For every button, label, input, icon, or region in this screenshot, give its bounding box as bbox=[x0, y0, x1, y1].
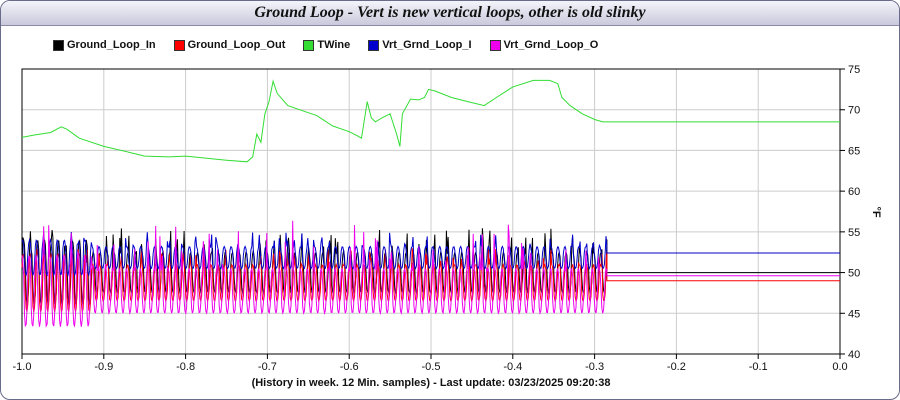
x-tick-label: -0.5 bbox=[422, 361, 441, 373]
y-tick-label: 55 bbox=[848, 227, 860, 239]
chart-title: Ground Loop - Vert is new vertical loops… bbox=[254, 4, 646, 21]
legend: Ground_Loop_In Ground_Loop_Out TWine Vrt_Gr… bbox=[53, 37, 598, 53]
y-tick-label: 70 bbox=[848, 105, 860, 117]
legend-label: Ground_Loop_Out bbox=[187, 39, 286, 51]
x-tick-label: -0.6 bbox=[340, 361, 359, 373]
legend-label: Vrt_Grnd_Loop_O bbox=[503, 39, 599, 51]
legend-item: Ground_Loop_Out bbox=[173, 37, 286, 53]
legend-item: TWine bbox=[303, 37, 350, 53]
y-tick-label: 40 bbox=[848, 349, 860, 361]
y-tick-label: 45 bbox=[848, 308, 860, 320]
x-axis-label: (History in week. 12 Min. samples) - Las… bbox=[251, 377, 611, 389]
legend-swatch bbox=[173, 39, 185, 51]
legend-swatch bbox=[53, 39, 64, 51]
x-tick-label: -0.2 bbox=[667, 361, 686, 373]
x-tick-label: -0.4 bbox=[503, 361, 522, 373]
y-tick-label: 75 bbox=[848, 64, 860, 76]
y-tick-label: 60 bbox=[848, 186, 860, 198]
y-axis-label: °F bbox=[870, 206, 882, 217]
series-line-vrt-grnd-loop-o bbox=[21, 220, 840, 328]
x-tick-label: 0.0 bbox=[832, 361, 847, 373]
series-line-twine bbox=[21, 79, 840, 163]
series-line-vrt-grnd-loop-i bbox=[21, 231, 840, 277]
x-tick-label: -0.3 bbox=[585, 361, 604, 373]
x-tick-label: -1.0 bbox=[13, 361, 32, 373]
x-tick-label: -0.8 bbox=[176, 361, 195, 373]
y-tick-label: 65 bbox=[848, 145, 860, 157]
legend-label: Ground_Loop_In bbox=[67, 39, 156, 51]
legend-label: TWine bbox=[317, 39, 351, 51]
legend-item: Vrt_Grnd_Loop_O bbox=[489, 37, 599, 53]
x-tick-label: -0.7 bbox=[258, 361, 277, 373]
y-tick-label: 50 bbox=[848, 268, 860, 280]
legend-item: Vrt_Grnd_Loop_I bbox=[368, 37, 472, 53]
legend-label: Vrt_Grnd_Loop_I bbox=[382, 39, 472, 51]
x-tick-label: -0.1 bbox=[749, 361, 768, 373]
title-bar: Ground Loop - Vert is new vertical loops… bbox=[1, 1, 899, 26]
legend-item: Ground_Loop_In bbox=[53, 37, 156, 53]
legend-swatch bbox=[303, 39, 315, 51]
x-tick-label: -0.9 bbox=[94, 361, 113, 373]
legend-swatch bbox=[368, 39, 380, 51]
legend-swatch bbox=[489, 39, 501, 51]
